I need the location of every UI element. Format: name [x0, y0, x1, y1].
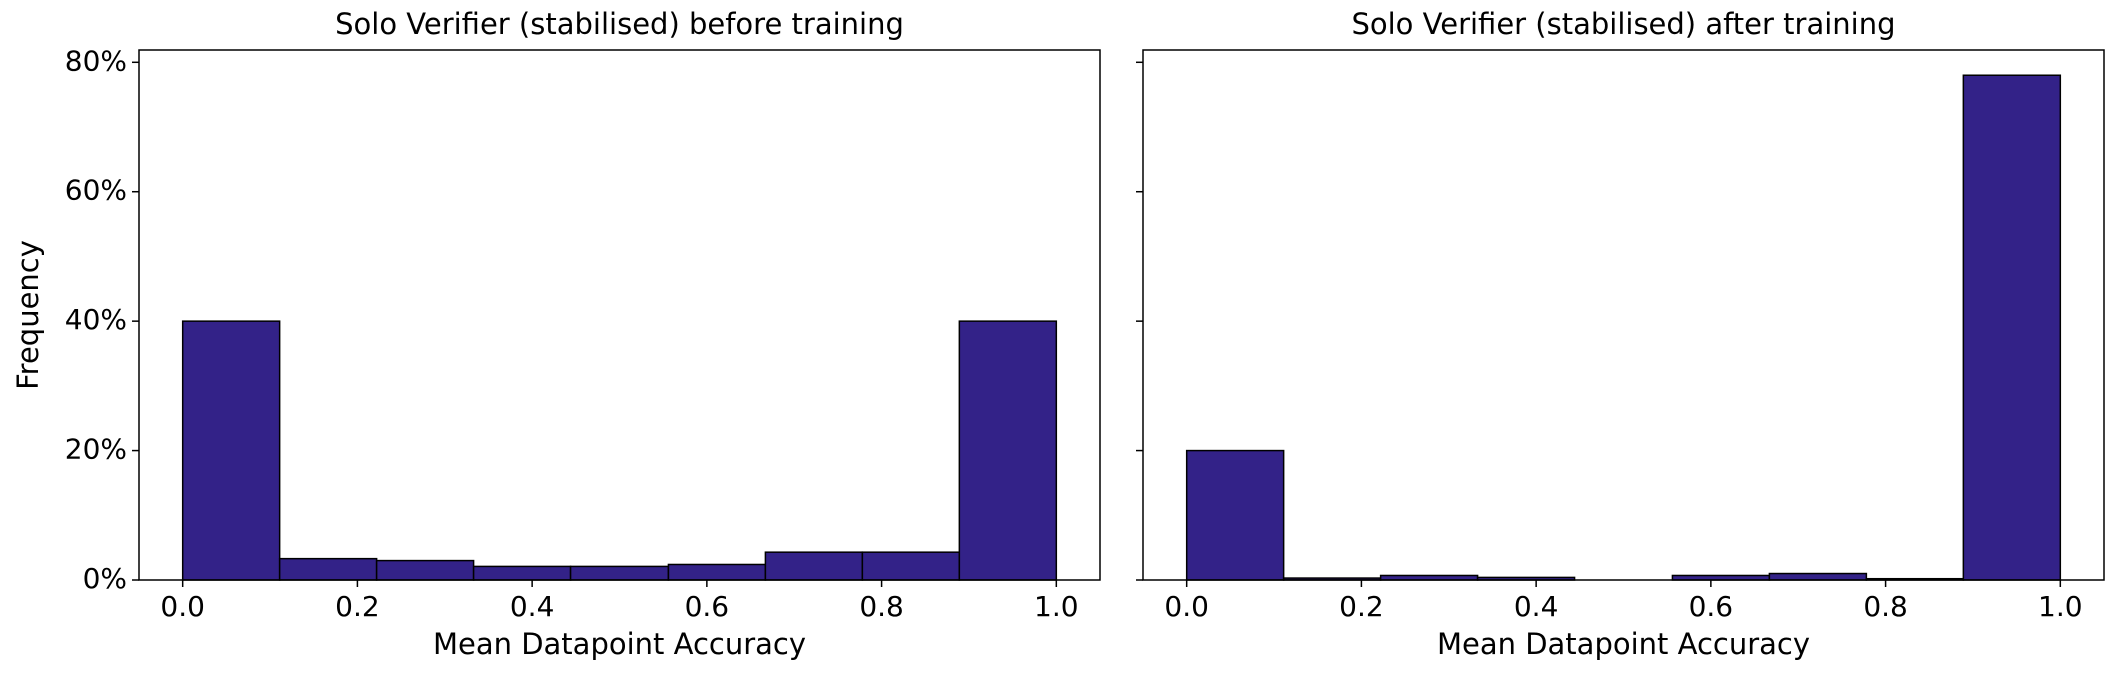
bar: [958, 320, 1058, 581]
y-axis-label: Frequency: [11, 240, 45, 390]
bar: [1768, 572, 1868, 581]
chart-title: Solo Verifier (stabilised) before traini…: [335, 7, 904, 41]
x-tick-label: 0.4: [510, 590, 555, 623]
axes-frame: [138, 49, 1101, 581]
x-tick-label: 0.0: [1164, 590, 1209, 623]
x-tick-label: 0.6: [1689, 590, 1734, 623]
x-tick-label: 0.6: [685, 590, 730, 623]
bar: [569, 565, 670, 581]
bar: [472, 565, 572, 581]
x-tick-label: 0.8: [859, 590, 904, 623]
chart-title: Solo Verifier (stabilised) after trainin…: [1351, 7, 1895, 41]
bar: [861, 551, 961, 581]
y-tick-label: 60%: [65, 174, 127, 207]
bar: [667, 563, 767, 581]
bar: [278, 557, 378, 581]
bar: [764, 551, 864, 581]
x-tick-label: 0.4: [1514, 590, 1559, 623]
y-tick-label: 40%: [65, 303, 127, 336]
x-tick-label: 1.0: [1034, 590, 1079, 623]
x-tick-label: 0.8: [1863, 590, 1908, 623]
x-tick-label: 0.2: [1339, 590, 1384, 623]
bar: [1185, 449, 1285, 581]
y-tick-label: 80%: [65, 44, 127, 77]
x-tick-label: 0.2: [335, 590, 380, 623]
axes-frame: [1142, 49, 2105, 581]
x-tick-label: 1.0: [2038, 590, 2083, 623]
bar: [1962, 74, 2062, 581]
bar: [375, 559, 475, 581]
x-axis-label: Mean Datapoint Accuracy: [433, 627, 806, 661]
x-axis-label: Mean Datapoint Accuracy: [1437, 627, 1810, 661]
y-tick-label: 20%: [65, 433, 127, 466]
bar: [181, 320, 281, 581]
y-tick-label: 0%: [83, 562, 127, 595]
x-tick-label: 0.0: [160, 590, 205, 623]
